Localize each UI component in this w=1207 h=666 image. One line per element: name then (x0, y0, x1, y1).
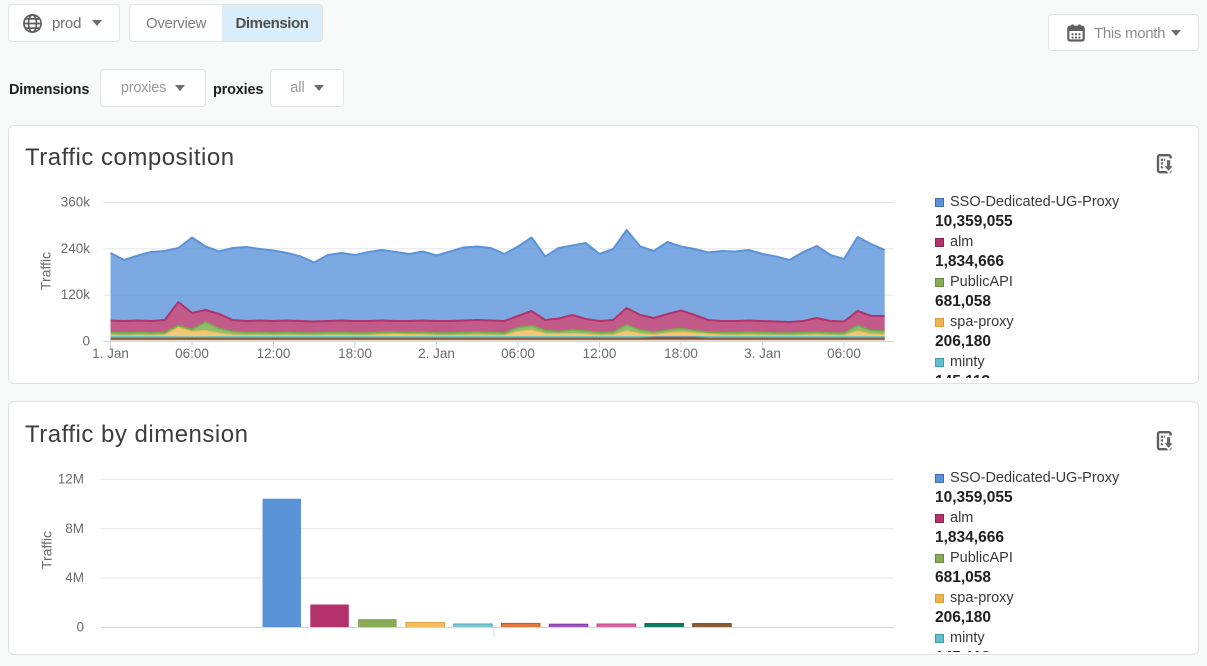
svg-text:06:00: 06:00 (501, 346, 535, 361)
svg-text:06:00: 06:00 (827, 346, 861, 361)
svg-text:8M: 8M (65, 521, 84, 536)
svg-text:12:00: 12:00 (257, 346, 291, 361)
svg-text:18:00: 18:00 (338, 346, 372, 361)
svg-text:12M: 12M (58, 471, 84, 486)
svg-text:0: 0 (76, 619, 84, 634)
svg-text:0: 0 (82, 333, 90, 348)
svg-text:Traffic: Traffic (38, 252, 54, 290)
svg-text:Traffic: Traffic (39, 531, 55, 569)
svg-text:4M: 4M (65, 570, 84, 585)
svg-text:240k: 240k (61, 241, 91, 256)
svg-text:2. Jan: 2. Jan (418, 346, 455, 361)
svg-text:06:00: 06:00 (175, 346, 209, 361)
svg-text:120k: 120k (61, 287, 91, 302)
svg-text:1. Jan: 1. Jan (92, 346, 129, 361)
svg-text:18:00: 18:00 (664, 346, 698, 361)
svg-text:3. Jan: 3. Jan (744, 346, 781, 361)
svg-text:360k: 360k (61, 195, 91, 210)
svg-text:12:00: 12:00 (583, 346, 617, 361)
